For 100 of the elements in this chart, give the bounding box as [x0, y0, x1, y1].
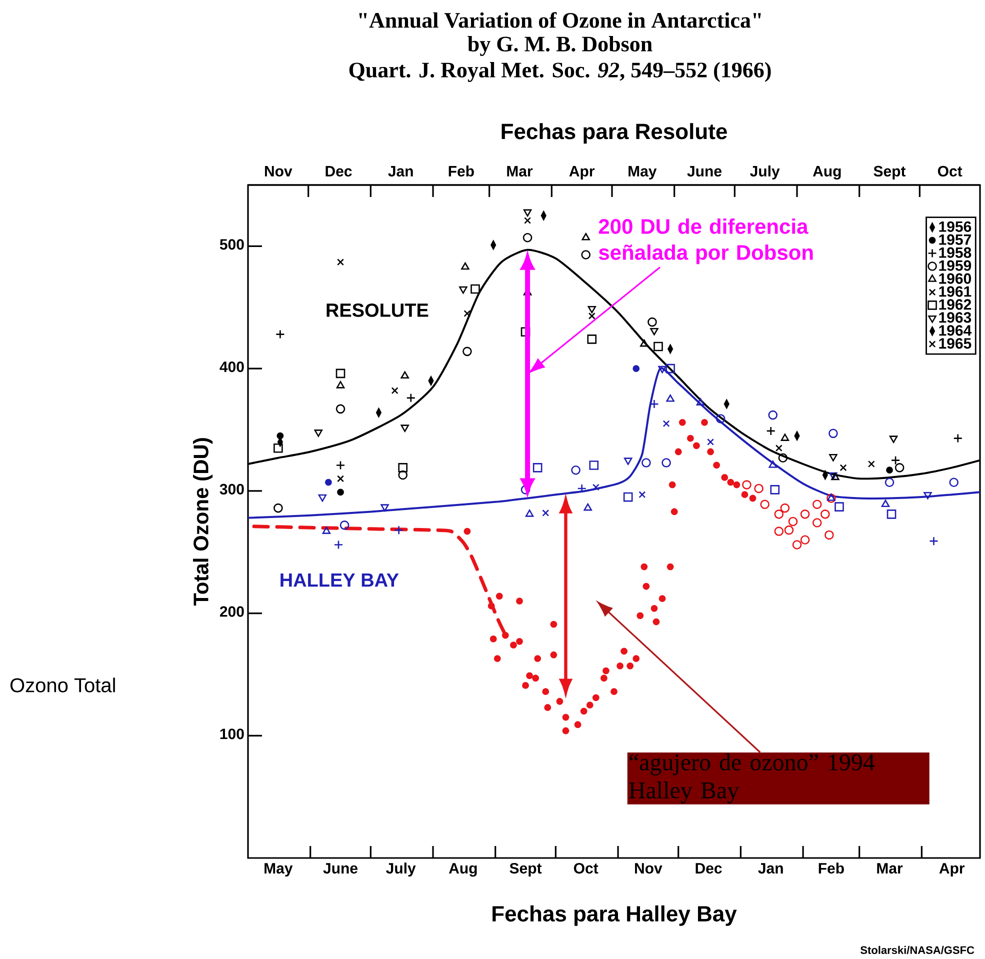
point: [337, 258, 344, 266]
point: [754, 484, 764, 494]
point: [820, 510, 830, 519]
point: [616, 662, 624, 670]
legend-label: 1958: [939, 247, 972, 258]
point: [636, 612, 644, 620]
point: [582, 232, 590, 240]
point: [600, 674, 608, 682]
point: [398, 463, 408, 472]
x-tick-label: Feb: [818, 862, 844, 874]
point: [788, 516, 798, 526]
x2-tick-label: Jan: [388, 166, 413, 177]
legend-label: 1962: [939, 299, 972, 310]
point: [696, 398, 705, 406]
point: [828, 428, 838, 438]
point: [713, 462, 720, 469]
point: [524, 217, 532, 224]
x2-tick-label: Sept: [874, 166, 906, 180]
chart-subtitle: by G. M. B. Dobson: [468, 36, 652, 56]
point: [336, 404, 346, 414]
point: [391, 387, 398, 394]
x2-tick-label: Dec: [326, 166, 352, 177]
x-tick-label: Jan: [758, 863, 783, 874]
point: [532, 674, 540, 682]
point: [707, 448, 714, 456]
point: [336, 381, 345, 388]
point: [707, 438, 714, 446]
text: HALLEY BAY: [280, 574, 399, 587]
point: [829, 472, 838, 480]
point: [642, 582, 650, 590]
point: [648, 317, 657, 327]
point: [276, 432, 284, 440]
point: [314, 430, 322, 437]
x2-tick-label: May: [628, 166, 657, 180]
point: [894, 463, 904, 472]
point: [800, 535, 810, 545]
x-axis-title: Fechas para Halley Bay: [492, 905, 737, 926]
x2-tick-label: Mar: [507, 166, 533, 177]
y-tick-label: 500: [220, 239, 244, 250]
text: Quart. J. Royal Met. Soc. 92, 549–552 (1966): [349, 62, 771, 82]
point: [525, 510, 534, 517]
x-tick-label: Oct: [574, 862, 598, 874]
point: [831, 472, 840, 480]
y-axis-title: Total Ozone (DU): [193, 438, 213, 606]
point: [462, 346, 472, 356]
point: [674, 448, 682, 456]
point: [652, 618, 660, 626]
annotation: 200 DU de diferencia señalada por Dobson: [598, 218, 813, 264]
point: [400, 371, 409, 379]
point: [494, 655, 501, 662]
point: [398, 470, 408, 480]
point: [749, 494, 756, 502]
point: [780, 434, 790, 441]
x-tick-label: Nov: [635, 863, 662, 874]
point: [470, 284, 480, 294]
point: [650, 604, 658, 612]
x-tick-label: Dec: [696, 863, 722, 874]
point: [464, 528, 471, 535]
point: [542, 688, 550, 696]
point: [812, 500, 822, 510]
point: [949, 478, 959, 488]
y-tick-label: 400: [220, 361, 244, 372]
legend-label: 1960: [939, 273, 972, 284]
point: [562, 727, 570, 734]
point: [868, 460, 875, 468]
point: [532, 463, 542, 472]
point: [632, 655, 640, 662]
point: [658, 366, 666, 374]
point: [550, 620, 558, 628]
point: [812, 518, 822, 528]
point: [400, 424, 409, 432]
point: [580, 708, 588, 715]
point: [670, 508, 678, 516]
point: [733, 481, 740, 488]
x2-tick-label: June: [687, 166, 722, 177]
point: [620, 648, 628, 655]
point: [562, 714, 570, 721]
point: [318, 494, 327, 502]
point: [340, 520, 350, 530]
point: [658, 595, 666, 602]
point: [574, 721, 582, 728]
x-tick-label: Apr: [939, 863, 965, 877]
x2-tick-label: Feb: [448, 165, 474, 177]
point: [662, 458, 671, 468]
point: [727, 478, 734, 486]
point: [770, 485, 780, 494]
point: [490, 636, 497, 642]
x2-tick-label: Apr: [569, 166, 595, 180]
point: [516, 598, 523, 604]
point: [626, 662, 634, 670]
point: [588, 306, 596, 314]
point: [741, 491, 748, 498]
point: [774, 510, 784, 519]
point: [337, 488, 344, 496]
x2-tick-label: Aug: [812, 166, 841, 180]
point: [464, 310, 471, 317]
x2-axis-title: Fechas para Resolute: [502, 123, 727, 144]
x-tick-label: July: [386, 862, 416, 877]
y-tick-label: 100: [220, 728, 244, 740]
point: [678, 418, 686, 426]
